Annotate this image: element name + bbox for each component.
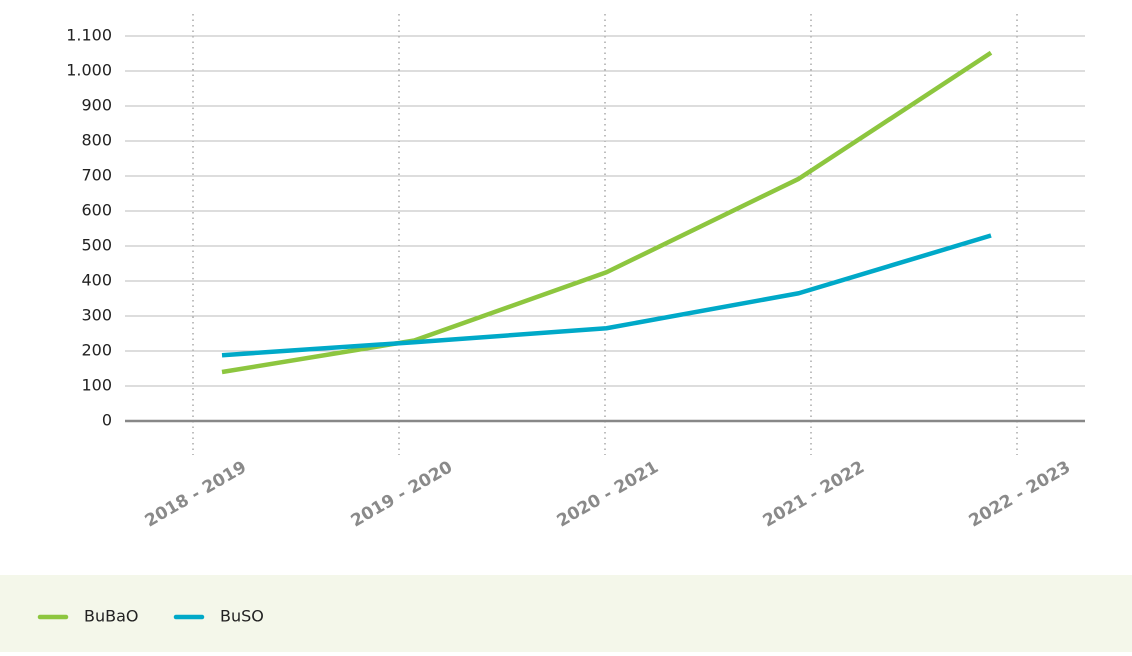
y-tick-label: 500 bbox=[81, 236, 112, 255]
y-tick-label: 700 bbox=[81, 166, 112, 185]
x-tick-label: 2021 - 2022 bbox=[760, 457, 868, 531]
x-tick-label: 2018 - 2019 bbox=[142, 457, 250, 531]
y-tick-label: 0 bbox=[102, 411, 112, 430]
y-tick-label: 300 bbox=[81, 306, 112, 325]
x-tick-label: 2020 - 2021 bbox=[554, 457, 662, 531]
legend-label: BuSO bbox=[220, 607, 264, 626]
y-tick-label: 400 bbox=[81, 271, 112, 290]
y-tick-label: 600 bbox=[81, 201, 112, 220]
y-tick-label: 800 bbox=[81, 131, 112, 150]
legend-background bbox=[0, 575, 1132, 652]
y-tick-label: 1.000 bbox=[66, 61, 112, 80]
series-line bbox=[221, 233, 992, 358]
y-tick-label: 1.100 bbox=[66, 26, 112, 45]
y-tick-label: 100 bbox=[81, 376, 112, 395]
series-line bbox=[221, 50, 993, 375]
y-tick-label: 900 bbox=[81, 96, 112, 115]
x-tick-label: 2022 - 2023 bbox=[966, 457, 1074, 531]
legend-label: BuBaO bbox=[84, 607, 139, 626]
y-tick-label: 200 bbox=[81, 341, 112, 360]
x-tick-label: 2019 - 2020 bbox=[348, 457, 456, 531]
